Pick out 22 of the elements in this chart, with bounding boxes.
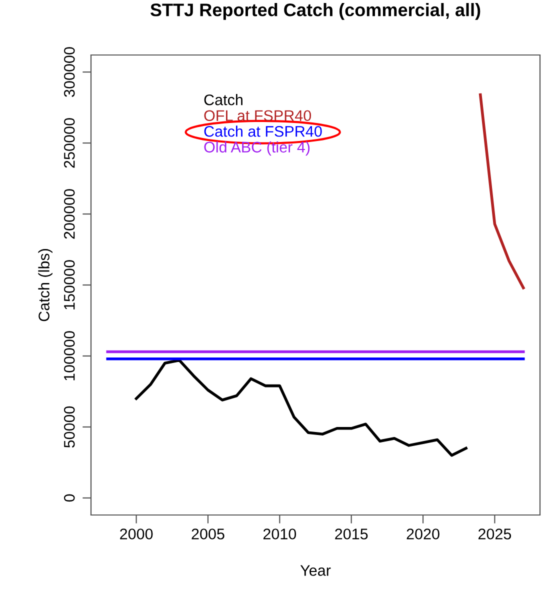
text: OFL at FSPR40	[204, 110, 312, 122]
y-tick-label: 150000	[64, 260, 75, 310]
y-tick-label: 300000	[64, 47, 75, 97]
text: Catch	[204, 94, 242, 106]
y-tick-label: 0	[64, 494, 75, 502]
x-tick-label: 2000	[120, 528, 153, 540]
text: Catch at FSPR40	[204, 126, 322, 137]
x-tick-label: 2015	[335, 528, 368, 540]
line-series	[134, 358, 468, 457]
x-tick-label: 2005	[192, 528, 224, 540]
x-tick-label: 2025	[478, 528, 512, 540]
y-axis-title: Catch (lbs)	[38, 249, 52, 322]
line-series	[478, 93, 525, 290]
text: Old ABC (tier 4)	[204, 141, 310, 156]
x-tick-label: 2020	[406, 528, 440, 540]
x-tick-label: 2010	[263, 528, 296, 540]
y-tick-label: 100000	[64, 331, 75, 380]
y-tick-label: 50000	[64, 406, 75, 448]
y-tick-label: 200000	[64, 189, 75, 239]
x-axis-title: Year	[300, 565, 331, 576]
y-tick-label: 250000	[64, 118, 75, 168]
chart-title: STTJ Reported Catch (commercial, all)	[150, 3, 480, 20]
